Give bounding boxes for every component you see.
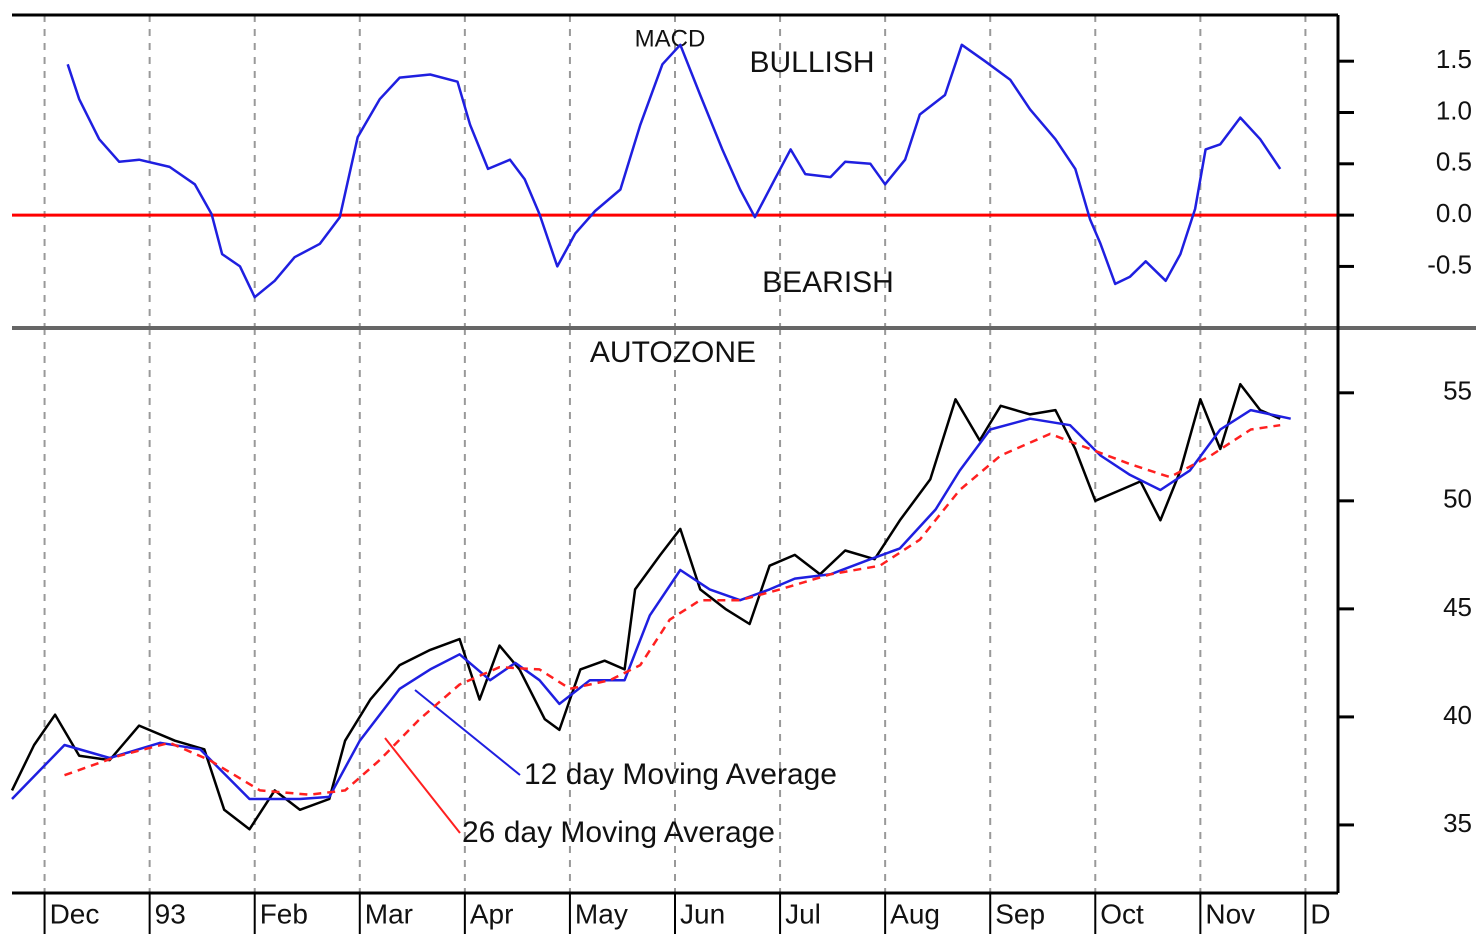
series-line xyxy=(66,43,1282,299)
y-tick-label: 50 xyxy=(1443,484,1472,514)
annotation: BEARISH xyxy=(762,266,894,299)
x-tick-label: Nov xyxy=(1205,898,1255,929)
y-tick-label: 1.5 xyxy=(1436,44,1472,74)
annotation: MACD xyxy=(635,25,706,52)
annotation: 26 day Moving Average xyxy=(462,816,775,849)
x-tick-label: Jul xyxy=(785,898,821,929)
y-tick-label: 35 xyxy=(1443,808,1472,838)
y-tick-label: 0.5 xyxy=(1436,147,1472,177)
y-tick-label: 1.0 xyxy=(1436,95,1472,125)
x-tick-label: Apr xyxy=(470,898,514,929)
pointer-26ma xyxy=(384,737,461,834)
series-line xyxy=(10,382,1281,831)
annotation: BULLISH xyxy=(749,46,874,79)
y-tick-label: 40 xyxy=(1443,700,1472,730)
chart-title: AUTOZONE xyxy=(590,336,756,369)
x-tick-label: Jun xyxy=(680,898,725,929)
pointer-12ma xyxy=(414,689,521,776)
y-tick-label: 55 xyxy=(1443,376,1472,406)
x-tick-label: Oct xyxy=(1100,898,1144,929)
annotation: 12 day Moving Average xyxy=(524,758,837,791)
x-tick-label: 93 xyxy=(155,898,186,929)
x-tick-label: Feb xyxy=(260,898,308,929)
x-tick-label: Sep xyxy=(995,898,1045,929)
x-tick-label: Aug xyxy=(890,898,940,929)
x-tick-label: Dec xyxy=(50,898,100,929)
x-tick-label: May xyxy=(575,898,628,929)
series-line xyxy=(64,423,1281,796)
series-line xyxy=(11,408,1291,801)
y-tick-label: 45 xyxy=(1443,592,1472,622)
y-tick-label: -0.5 xyxy=(1427,249,1472,279)
y-tick-label: 0.0 xyxy=(1436,198,1472,228)
x-tick-label: Mar xyxy=(365,898,413,929)
x-tick-label: D xyxy=(1310,898,1330,929)
